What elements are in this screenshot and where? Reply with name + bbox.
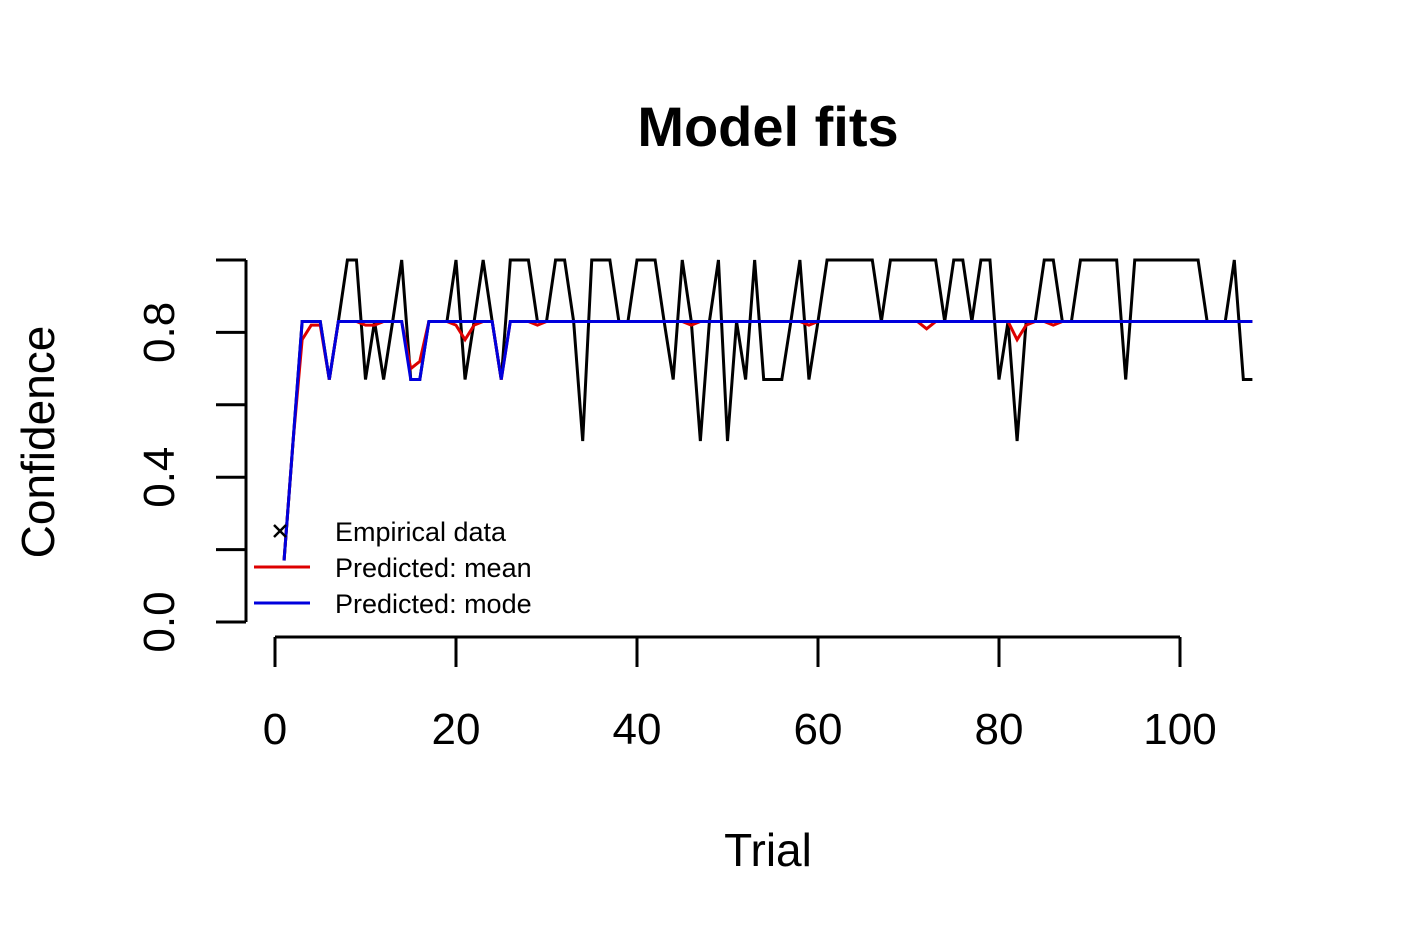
y-axis-label: Confidence [12,326,64,559]
y-tick-label: 0.0 [135,591,184,652]
legend: Empirical data Predicted: mean Predicted: … [254,517,532,619]
legend-x-marker-icon [273,524,287,538]
x-tick-label: 0 [263,705,287,754]
x-tick-label: 80 [975,705,1024,754]
x-tick-label: 100 [1143,705,1216,754]
legend-label: Predicted: mean [335,553,532,583]
x-tick-label: 60 [794,705,843,754]
empirical-data-line [282,258,1253,561]
x-axis: 0 20 40 60 80 100 [263,635,1217,754]
predicted-mode-line [282,320,1253,561]
x-tick-label: 40 [613,705,662,754]
x-axis-label: Trial [724,824,812,876]
y-tick-label: 0.8 [135,302,184,363]
y-tick-label: 0.4 [135,447,184,508]
legend-label: Empirical data [335,517,507,547]
x-tick-label: 20 [432,705,481,754]
y-axis: 0.0 0.4 0.8 [135,258,248,653]
series-layer [282,258,1253,561]
chart-title: Model fits [637,95,898,158]
legend-label: Predicted: mode [335,589,532,619]
